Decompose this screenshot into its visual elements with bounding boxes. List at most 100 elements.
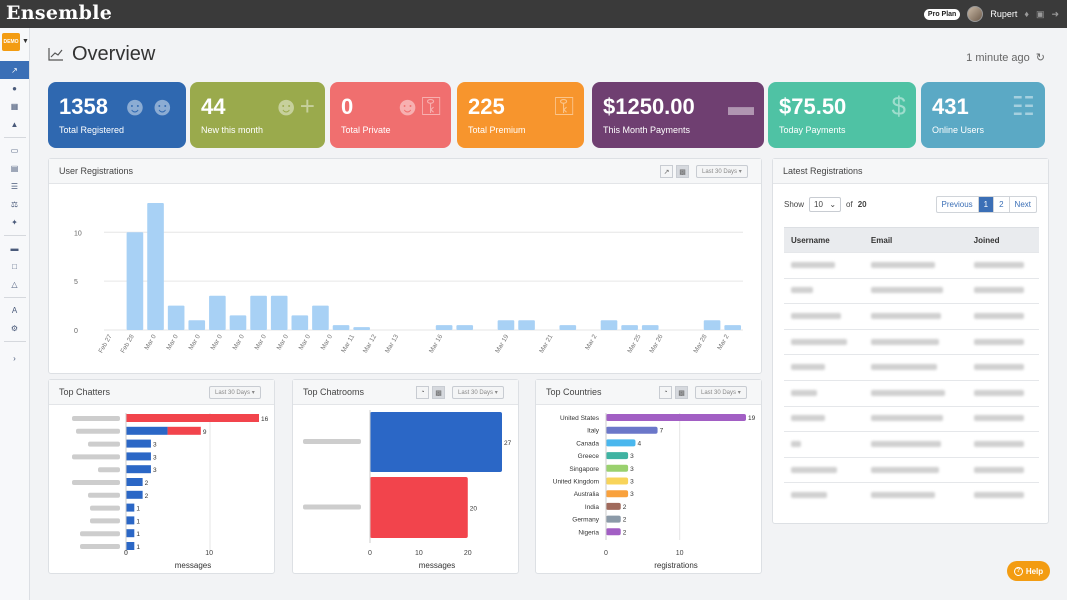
app-logo[interactable]: Ensemble: [6, 2, 113, 24]
sidebar-item-list[interactable]: ☰: [0, 177, 29, 195]
bar[interactable]: [209, 295, 226, 330]
bar[interactable]: [147, 203, 164, 330]
bar[interactable]: [606, 502, 621, 510]
refresh-icon[interactable]: ↻: [1035, 52, 1045, 64]
bar[interactable]: [703, 320, 721, 330]
bar[interactable]: [606, 477, 629, 485]
sidebar-item-security[interactable]: ▲: [0, 115, 29, 133]
bar[interactable]: [606, 464, 629, 472]
bar[interactable]: [126, 529, 135, 538]
sidebar-item-groups[interactable]: △: [0, 275, 29, 293]
bar[interactable]: [606, 414, 746, 421]
table-row[interactable]: [784, 379, 1039, 407]
stat-card[interactable]: 225 Total Premium ⚿: [457, 82, 584, 148]
bar[interactable]: [559, 325, 577, 330]
bar[interactable]: [126, 452, 151, 461]
pager-next[interactable]: Next: [1014, 200, 1031, 209]
table-row[interactable]: [784, 405, 1039, 432]
bar[interactable]: [600, 320, 618, 330]
bar[interactable]: [370, 477, 468, 538]
help-button[interactable]: ? Help: [1007, 561, 1050, 581]
sidebar-item-network[interactable]: ✦: [0, 213, 29, 231]
bar[interactable]: [621, 325, 638, 330]
bar[interactable]: [126, 426, 168, 435]
bar[interactable]: [291, 315, 309, 330]
sidebar-item-chatrooms[interactable]: ▭: [0, 141, 29, 159]
range-select[interactable]: Last 30 Days ▾: [695, 386, 747, 399]
range-select[interactable]: Last 30 Days ▾: [209, 386, 261, 399]
stat-card[interactable]: 1358 Total Registered ☻☻: [48, 82, 186, 148]
bar[interactable]: [126, 490, 143, 499]
stat-card[interactable]: 0 Total Private ☻⚿: [330, 82, 451, 148]
bar[interactable]: [270, 295, 288, 330]
column-header[interactable]: Username: [784, 227, 864, 253]
sidebar-item-users[interactable]: ●: [0, 79, 29, 97]
column-header[interactable]: Email: [863, 227, 967, 253]
bar[interactable]: [126, 542, 135, 550]
bar[interactable]: [606, 490, 629, 498]
pie-chart-toggle[interactable]: ◔: [416, 386, 429, 399]
sidebar-item-moderation[interactable]: ⚖: [0, 195, 29, 213]
bar[interactable]: [250, 295, 267, 330]
bar[interactable]: [126, 516, 135, 525]
sidebar-item-inbox[interactable]: ▦: [0, 97, 29, 115]
bar[interactable]: [518, 320, 535, 330]
bar[interactable]: [229, 315, 247, 330]
stat-card[interactable]: 44 New this month ☻+: [190, 82, 325, 148]
sidebar-item-language[interactable]: A: [0, 301, 29, 319]
bar-chart-toggle[interactable]: ▩: [675, 386, 688, 399]
table-row[interactable]: [784, 354, 1039, 381]
sidebar-item-documents[interactable]: □: [0, 257, 29, 275]
table-row[interactable]: [784, 482, 1039, 509]
bar[interactable]: [167, 305, 185, 330]
stat-card[interactable]: 431 Online Users ☷: [921, 82, 1045, 148]
chevron-down-icon[interactable]: ▼: [22, 38, 29, 45]
avatar[interactable]: [967, 6, 984, 22]
bar[interactable]: [312, 305, 329, 330]
bar[interactable]: [606, 515, 621, 523]
sidebar-item-settings[interactable]: ⚙: [0, 319, 29, 337]
demo-badge[interactable]: DEMO: [2, 33, 20, 51]
bar[interactable]: [126, 439, 151, 448]
sidebar-item-overview[interactable]: ↗: [0, 61, 29, 79]
bar[interactable]: [724, 325, 741, 330]
pager-page-1[interactable]: 1: [978, 197, 995, 212]
table-row[interactable]: [784, 328, 1039, 355]
bar[interactable]: [606, 439, 636, 447]
bar[interactable]: [126, 414, 259, 422]
table-row[interactable]: [784, 277, 1039, 304]
pie-chart-toggle[interactable]: ◔: [659, 386, 672, 399]
sidebar-expand[interactable]: ›: [0, 349, 29, 367]
bar[interactable]: [126, 503, 135, 512]
bar[interactable]: [126, 478, 143, 486]
bar[interactable]: [126, 465, 151, 474]
bar[interactable]: [353, 327, 370, 330]
bar[interactable]: [188, 320, 206, 330]
table-row[interactable]: [784, 303, 1039, 330]
range-select[interactable]: Last 30 Days ▾: [696, 165, 748, 178]
bar[interactable]: [126, 232, 144, 330]
bell-icon[interactable]: ♦: [1024, 9, 1029, 19]
user-name[interactable]: Rupert: [990, 9, 1018, 19]
range-select[interactable]: Last 30 Days ▾: [452, 386, 504, 399]
table-row[interactable]: [784, 252, 1039, 279]
sidebar-item-payments[interactable]: ▬: [0, 239, 29, 257]
bar[interactable]: [497, 320, 515, 330]
page-size-select[interactable]: 10 ⌄: [809, 197, 842, 212]
logout-icon[interactable]: ➜: [1051, 8, 1059, 19]
chat-icon[interactable]: ▣: [1035, 8, 1045, 19]
bar-chart-toggle[interactable]: ▩: [676, 165, 689, 178]
bar[interactable]: [641, 325, 659, 330]
bar[interactable]: [370, 412, 502, 472]
sidebar-item-pages[interactable]: ▤: [0, 159, 29, 177]
line-chart-toggle[interactable]: ↗: [660, 165, 673, 178]
column-header[interactable]: Joined: [966, 227, 1039, 253]
bar[interactable]: [606, 528, 621, 536]
bar[interactable]: [456, 325, 474, 330]
bar-chart-toggle[interactable]: ▩: [432, 386, 445, 399]
stat-card[interactable]: $75.50 Today Payments $: [768, 82, 916, 148]
pager-page-2[interactable]: 2: [994, 197, 1010, 212]
bar[interactable]: [606, 452, 629, 460]
bar[interactable]: [606, 426, 658, 434]
bar[interactable]: [332, 325, 350, 330]
